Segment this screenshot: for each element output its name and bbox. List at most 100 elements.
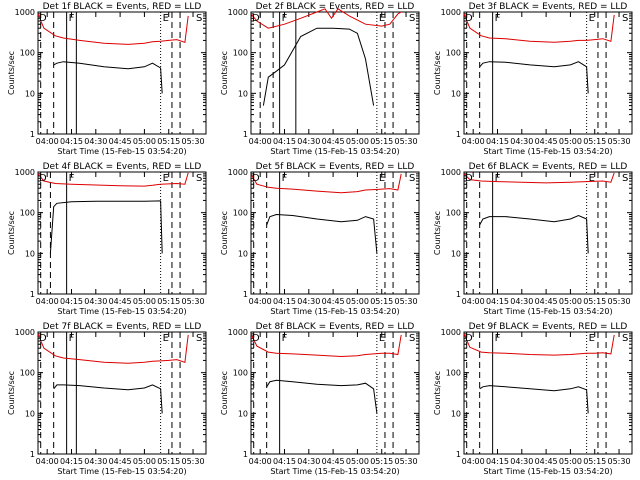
marker-e: E bbox=[379, 13, 385, 24]
marker-e: E bbox=[589, 333, 595, 344]
panel-title: Det 9f BLACK = Events, RED = LLD bbox=[469, 322, 628, 332]
marker-s: S bbox=[196, 333, 202, 344]
marker-s: S bbox=[409, 173, 415, 184]
chart-panel-7: Det 7f BLACK = Events, RED = LLD 1 10 100 10… bbox=[7, 322, 207, 476]
y-axis-label: Counts/sec bbox=[220, 371, 229, 415]
y-tick-label: 1000 bbox=[228, 328, 248, 337]
y-tick-label: 1 bbox=[243, 450, 248, 459]
x-tick-label: 04:00 bbox=[462, 137, 485, 146]
x-tick-label: 04:45 bbox=[322, 137, 345, 146]
x-tick-label: 04:45 bbox=[535, 297, 558, 306]
series-line-lld bbox=[250, 333, 402, 358]
x-tick-label: 05:30 bbox=[395, 137, 418, 146]
y-tick-label: 1000 bbox=[15, 8, 35, 17]
x-tick-label: 05:00 bbox=[346, 137, 369, 146]
marker-f: F bbox=[69, 173, 75, 184]
chart-panel-5: Det 5f BLACK = Events, RED = LLD 1 10 100 10… bbox=[220, 162, 420, 316]
x-tick-label: 04:45 bbox=[322, 297, 345, 306]
y-tick-label: 1 bbox=[243, 290, 248, 299]
x-tick-label: 05:15 bbox=[157, 457, 180, 466]
y-tick-label: 10 bbox=[238, 249, 248, 258]
y-tick-label: 1000 bbox=[441, 8, 461, 17]
y-tick-label: 10 bbox=[238, 409, 248, 418]
y-tick-label: 1000 bbox=[15, 328, 35, 337]
y-tick-label: 1000 bbox=[441, 328, 461, 337]
y-axis-label: Counts/sec bbox=[7, 371, 16, 415]
y-tick-label: 100 bbox=[233, 369, 248, 378]
y-tick-label: 100 bbox=[446, 209, 461, 218]
y-tick-label: 1 bbox=[456, 450, 461, 459]
x-axis-label: Start Time (15-Feb-15 03:54:20) bbox=[270, 307, 399, 316]
y-tick-label: 1 bbox=[30, 290, 35, 299]
plot-frame bbox=[37, 11, 207, 135]
y-axis-label: Counts/sec bbox=[7, 51, 16, 95]
series-line-lld bbox=[37, 13, 189, 45]
y-tick-label: 10 bbox=[451, 249, 461, 258]
marker-f: F bbox=[282, 13, 288, 24]
x-tick-label: 04:30 bbox=[297, 457, 320, 466]
marker-f: F bbox=[495, 13, 501, 24]
y-tick-label: 100 bbox=[446, 369, 461, 378]
x-tick-label: 04:30 bbox=[510, 297, 533, 306]
series-line-events bbox=[266, 379, 378, 414]
x-tick-label: 05:00 bbox=[133, 457, 156, 466]
series-line-lld bbox=[463, 333, 615, 356]
x-tick-label: 04:30 bbox=[84, 457, 107, 466]
panel-title: Det 8f BLACK = Events, RED = LLD bbox=[256, 322, 415, 332]
y-tick-label: 100 bbox=[446, 49, 461, 58]
x-tick-label: 05:00 bbox=[559, 137, 582, 146]
x-tick-label: 04:00 bbox=[249, 297, 272, 306]
series-line-lld bbox=[463, 13, 615, 43]
marker-e: E bbox=[163, 13, 169, 24]
y-axis-label: Counts/sec bbox=[433, 51, 442, 95]
x-tick-label: 05:00 bbox=[346, 297, 369, 306]
series-line-events bbox=[266, 213, 378, 254]
marker-d: D bbox=[39, 333, 47, 344]
y-tick-label: 1 bbox=[243, 130, 248, 139]
x-axis-label: Start Time (15-Feb-15 03:54:20) bbox=[270, 147, 399, 156]
x-tick-label: 05:30 bbox=[608, 457, 631, 466]
marker-f: F bbox=[69, 333, 75, 344]
marker-f: F bbox=[282, 333, 288, 344]
marker-s: S bbox=[196, 13, 202, 24]
x-tick-label: 05:00 bbox=[346, 457, 369, 466]
x-tick-label: 04:45 bbox=[322, 457, 345, 466]
plot-frame bbox=[250, 171, 420, 295]
x-tick-label: 04:30 bbox=[84, 137, 107, 146]
marker-d: D bbox=[252, 13, 260, 24]
y-tick-label: 1 bbox=[30, 130, 35, 139]
y-tick-label: 10 bbox=[25, 89, 35, 98]
y-axis-label: Counts/sec bbox=[433, 371, 442, 415]
marker-e: E bbox=[589, 13, 595, 24]
series-line-lld bbox=[37, 172, 189, 187]
marker-d: D bbox=[252, 333, 260, 344]
panel-title: Det 3f BLACK = Events, RED = LLD bbox=[469, 2, 628, 12]
x-tick-label: 04:15 bbox=[60, 137, 83, 146]
x-tick-label: 04:00 bbox=[36, 457, 59, 466]
marker-e: E bbox=[163, 333, 169, 344]
y-tick-label: 100 bbox=[233, 49, 248, 58]
y-tick-label: 100 bbox=[20, 369, 35, 378]
marker-s: S bbox=[196, 173, 202, 184]
x-tick-label: 05:30 bbox=[182, 457, 205, 466]
chart-panel-4: Det 4f BLACK = Events, RED = LLD 1 10 100 10… bbox=[7, 162, 207, 316]
series-line-lld bbox=[250, 8, 402, 29]
series-line-events bbox=[53, 384, 163, 414]
x-tick-label: 04:00 bbox=[36, 297, 59, 306]
y-tick-label: 1 bbox=[30, 450, 35, 459]
x-tick-label: 04:15 bbox=[273, 297, 296, 306]
marker-f: F bbox=[69, 13, 75, 24]
plot-frame bbox=[37, 331, 207, 455]
y-tick-label: 1000 bbox=[228, 168, 248, 177]
marker-f: F bbox=[495, 333, 501, 344]
x-tick-label: 05:30 bbox=[608, 297, 631, 306]
plot-frame bbox=[250, 11, 420, 135]
marker-s: S bbox=[622, 13, 628, 24]
marker-d: D bbox=[465, 173, 473, 184]
x-tick-label: 05:00 bbox=[559, 297, 582, 306]
chart-panel-6: Det 6f BLACK = Events, RED = LLD 1 10 100 10… bbox=[433, 162, 633, 316]
plot-frame bbox=[37, 171, 207, 295]
x-tick-label: 04:30 bbox=[510, 137, 533, 146]
y-tick-label: 1 bbox=[456, 290, 461, 299]
